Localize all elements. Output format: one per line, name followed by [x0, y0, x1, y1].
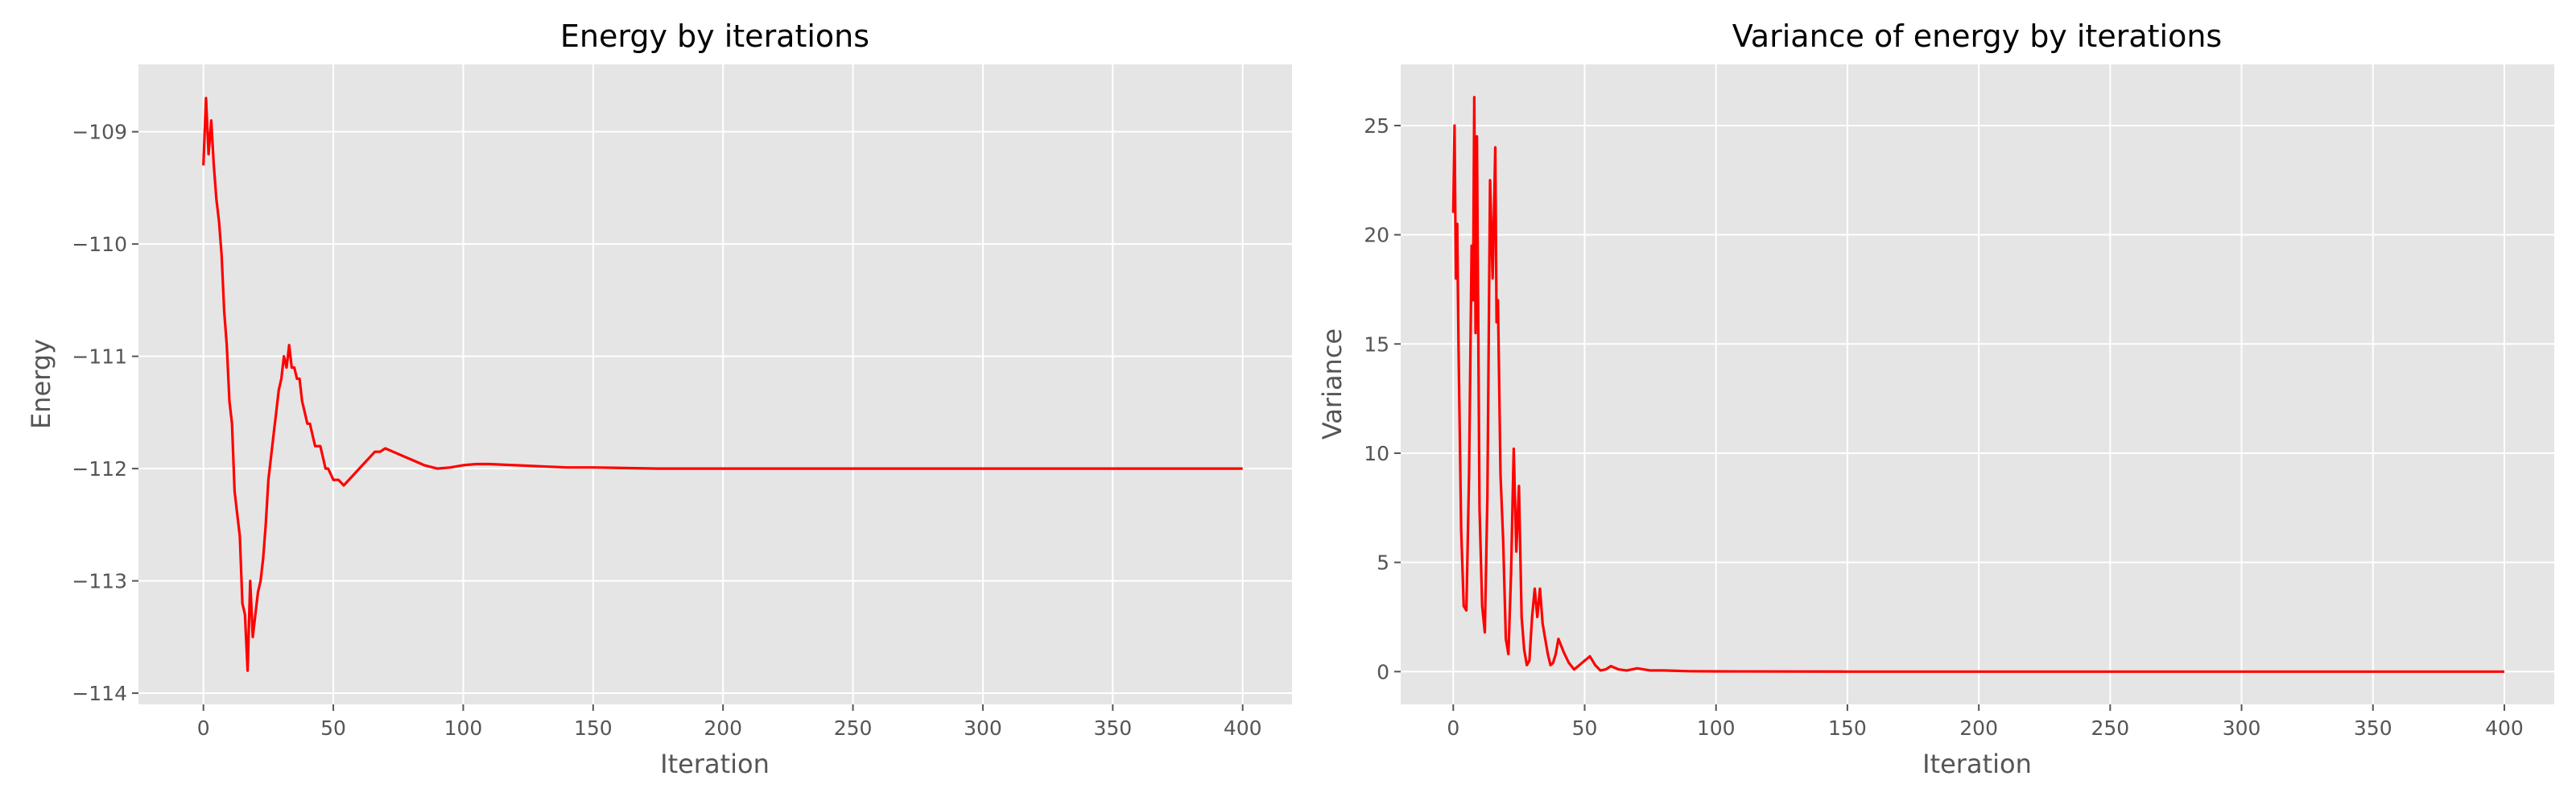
energy-y-tick-label: −110 [72, 233, 127, 256]
variance-y-tick-label: 0 [1377, 660, 1389, 683]
variance-x-tick-label: 400 [2485, 716, 2524, 740]
variance-x-tick-label: 0 [1447, 716, 1459, 740]
energy-x-tick-label: 50 [320, 716, 346, 740]
energy-x-tick-label: 250 [834, 716, 873, 740]
energy-gridlines [138, 64, 1292, 704]
variance-x-tick-label: 150 [1828, 716, 1867, 740]
energy-y-axis-label: Energy [26, 339, 56, 429]
energy-y-tick-label: −113 [72, 570, 127, 593]
energy-x-axis-label: Iteration [660, 749, 770, 779]
variance-y-axis-label: Variance [1317, 328, 1348, 440]
variance-y-tick-label: 10 [1364, 442, 1389, 465]
variance-y-tick-label: 20 [1364, 224, 1389, 247]
energy-ticks: 0 50 100 150 200 250 300 350 400 −114 −113 −112 −111… [72, 121, 1261, 740]
variance-chart: 0 50 100 150 200 250 300 350 400 0 5 10 15 20 25 Varia… [1317, 19, 2554, 779]
variance-x-tick-label: 300 [2223, 716, 2261, 740]
variance-series [1451, 96, 2504, 673]
variance-x-tick-label: 350 [2354, 716, 2392, 740]
energy-series-line [202, 97, 1243, 672]
energy-series [202, 97, 1243, 672]
energy-y-tick-label: −112 [72, 457, 127, 481]
variance-x-tick-label: 200 [1959, 716, 1998, 740]
variance-x-tick-label: 50 [1572, 716, 1598, 740]
energy-x-tick-label: 400 [1224, 716, 1262, 740]
energy-chart-title: Energy by iterations [560, 19, 869, 54]
energy-x-tick-label: 300 [964, 716, 1002, 740]
energy-y-tick-label: −111 [72, 345, 127, 369]
energy-x-tick-label: 350 [1093, 716, 1132, 740]
variance-ticks: 0 50 100 150 200 250 300 350 400 0 5 10 15 20 25 [1364, 114, 2524, 740]
energy-plot-area [138, 64, 1292, 704]
energy-x-tick-label: 0 [197, 716, 210, 740]
energy-x-tick-label: 150 [574, 716, 613, 740]
energy-x-tick-label: 100 [444, 716, 483, 740]
energy-x-tick-label: 200 [704, 716, 742, 740]
variance-y-tick-label: 15 [1364, 332, 1389, 356]
energy-y-tick-label: −109 [72, 121, 127, 144]
energy-chart: 0 50 100 150 200 250 300 350 400 −114 −113 −112 −111… [26, 19, 1292, 779]
variance-x-tick-label: 250 [2091, 716, 2129, 740]
variance-plot-area [1401, 64, 2554, 704]
variance-y-tick-label: 25 [1364, 114, 1389, 138]
energy-y-tick-label: −114 [72, 682, 127, 705]
variance-series-line [1451, 96, 2504, 673]
variance-x-axis-label: Iteration [1922, 749, 2032, 779]
variance-chart-title: Variance of energy by iterations [1732, 19, 2222, 54]
variance-y-tick-label: 5 [1377, 551, 1389, 575]
variance-x-tick-label: 100 [1697, 716, 1736, 740]
